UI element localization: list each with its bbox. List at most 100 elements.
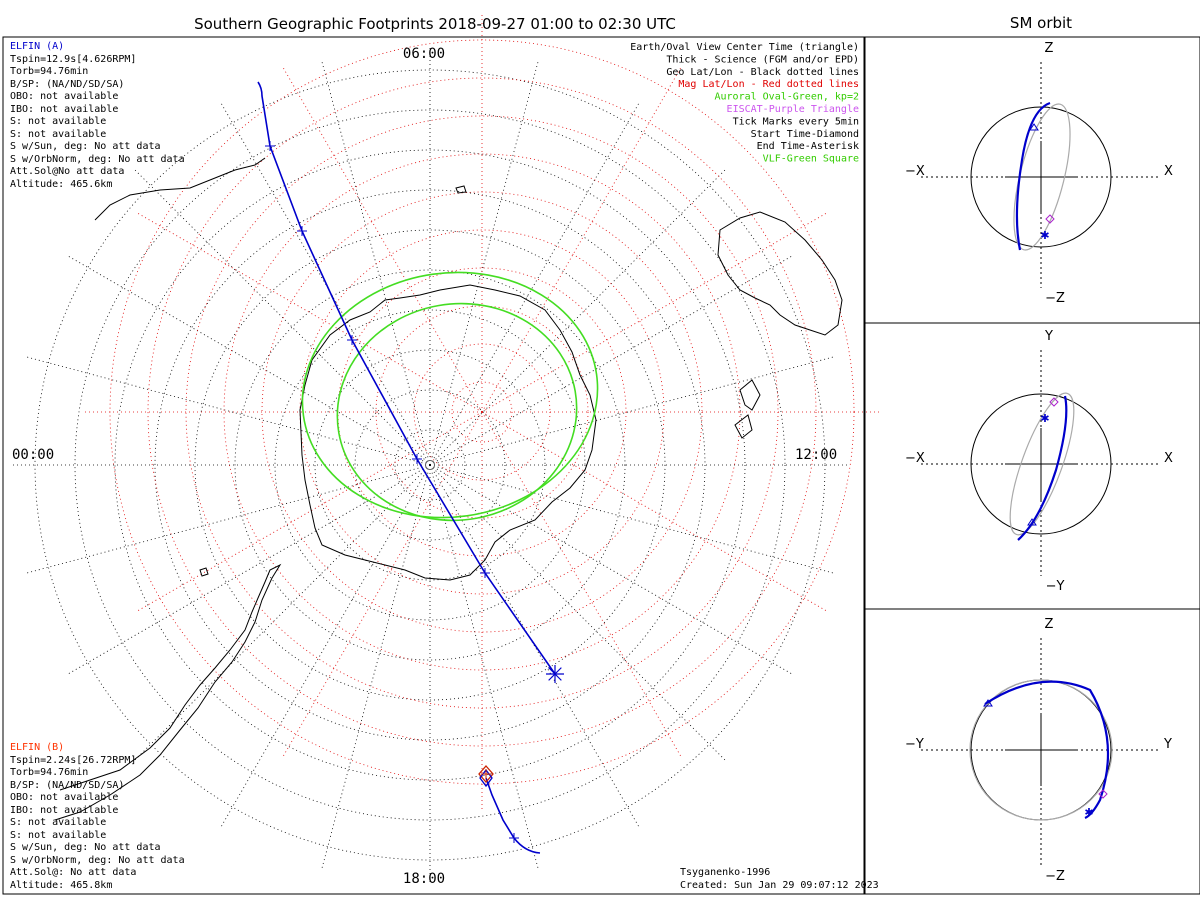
sm-axis-label-right: Y — [1163, 737, 1172, 752]
sm-view-triangle — [1029, 123, 1039, 131]
elfin-a-end-asterisk — [548, 667, 562, 681]
sm-panel-2: Y −Y −X X ✱ — [905, 329, 1173, 594]
geo-longitude-line — [24, 464, 431, 575]
sm-orbit-panels: Z −Z −X X ✱ Y −Y −X X ✱ Z −Z −Y Y ✱ — [905, 41, 1173, 884]
geo-latitude-circle — [114, 149, 746, 781]
sm-panel-frame-3 — [864, 608, 1200, 895]
geo-latitude-circle — [34, 69, 826, 861]
geo-latitude-circle — [74, 109, 786, 821]
sm-panel-frame-1 — [864, 36, 1200, 324]
elfin-b-track — [485, 777, 541, 854]
island-2 — [199, 567, 209, 577]
elfin-a-line: S: not available — [10, 129, 106, 140]
geo-longitude-line — [429, 355, 836, 466]
elfin-b-line: S: not available — [10, 830, 106, 841]
sm-axis-label-left: −X — [905, 164, 925, 179]
sm-axis-label-right: X — [1164, 164, 1173, 179]
elfin-b-line: Torb=94.76min — [10, 767, 88, 778]
sm-end-asterisk: ✱ — [1040, 412, 1049, 425]
sm-orbit-projection — [969, 679, 1113, 821]
geo-longitude-line — [429, 101, 641, 466]
elfin-a-line: Altitude: 465.6km — [10, 179, 112, 190]
mag-longitude-line — [481, 411, 683, 759]
sm-orbit-science-arc — [1015, 101, 1051, 251]
new-zealand-coastline — [734, 379, 761, 439]
africa-coastline — [94, 157, 266, 221]
elfin-a-line: Torb=94.76min — [10, 66, 88, 77]
elfin-b-line: Att.Sol@: No att data — [10, 867, 136, 878]
elfin-b-line: S w/Sun, deg: No att data — [10, 842, 161, 853]
elfin-a-line: S: not available — [10, 116, 106, 127]
sm-axis-label-bottom: −Z — [1045, 869, 1065, 884]
sm-view-triangle — [1027, 518, 1037, 526]
mag-latitude-circle — [451, 381, 513, 443]
geo-latitude-circle — [234, 269, 626, 661]
side-title: SM orbit — [1010, 14, 1072, 32]
sm-axis-label-top: Y — [1044, 329, 1053, 344]
elfin-a-track — [257, 81, 556, 675]
auroral-oval-inner — [336, 302, 578, 522]
sm-axis-label-left: −X — [905, 451, 925, 466]
model-label: Tsyganenko-1996 — [680, 867, 770, 878]
track-layer — [257, 81, 564, 854]
sm-axis-label-left: −Y — [905, 737, 924, 752]
elfin-b-line: S: not available — [10, 817, 106, 828]
elfin-a-line: S w/OrbNorm, deg: No att data — [10, 154, 185, 165]
mag-longitude-line — [481, 65, 683, 413]
geo-latitude-circle — [314, 349, 546, 581]
sm-end-asterisk: ✱ — [1084, 806, 1093, 819]
mag-longitude-line — [135, 211, 483, 413]
elfin-a-line: B/SP: (NA/ND/SD/SA) — [10, 79, 124, 90]
auroral-oval-outer — [301, 271, 599, 519]
elfin-b-line: S w/OrbNorm, deg: No att data — [10, 855, 185, 866]
auroral-oval-layer — [301, 271, 599, 522]
geo-latitude-circle — [394, 429, 466, 501]
clock-label-left: 00:00 — [12, 447, 54, 463]
sm-view-triangle — [983, 699, 993, 707]
geo-latitude-circle — [274, 309, 586, 621]
elfin-b-line: Tspin=2.24s[26.72RPM] — [10, 755, 136, 766]
created-label: Created: Sun Jan 29 09:07:12 2023 — [680, 880, 879, 891]
geo-latitude-circle — [354, 389, 506, 541]
elfin-b-start-diamond — [478, 765, 494, 783]
mag-longitude-line — [281, 411, 483, 759]
coastline-layer — [54, 157, 843, 821]
sm-orbit-science-arc — [1017, 395, 1068, 541]
elfin-a-line: IBO: not available — [10, 104, 118, 115]
grid-layer — [10, 12, 882, 885]
antarctica-coastline — [299, 284, 597, 581]
sm-orbit-projection — [1009, 392, 1075, 536]
sm-orbit-science-arc — [984, 680, 1110, 820]
elfin-b-line: IBO: not available — [10, 805, 118, 816]
sm-axis-label-top: Z — [1045, 41, 1054, 56]
mag-latitude-circle — [299, 229, 665, 595]
sm-axis-label-bottom: −Y — [1046, 579, 1065, 594]
legend-entry: EISCAT-Purple Triangle — [727, 104, 859, 115]
legend-entry: VLF-Green Square — [763, 154, 859, 165]
sm-start-diamond — [1045, 214, 1055, 224]
elfin-a-start-diamond — [479, 768, 493, 788]
sm-panel-1: Z −Z −X X ✱ — [905, 41, 1173, 306]
island-1 — [455, 185, 467, 194]
legend-entry: Mag Lat/Lon - Red dotted lines — [678, 79, 859, 90]
elfin-b-line: Altitude: 465.8km — [10, 880, 112, 891]
legend-entry: Geo Lat/Lon - Black dotted lines — [666, 67, 859, 78]
clock-label-bottom: 18:00 — [403, 871, 445, 887]
mag-longitude-line — [281, 65, 483, 413]
sm-start-diamond — [1098, 789, 1108, 799]
elfin-b-line: B/SP: (NA/ND/SD/SA) — [10, 780, 124, 791]
legend-entry: Earth/Oval View Center Time (triangle) — [630, 42, 859, 53]
elfin-a-line: S w/Sun, deg: No att data — [10, 141, 161, 152]
sm-panel-3: Z −Z −Y Y ✱ — [905, 617, 1172, 884]
legend-entry: Auroral Oval-Green, kp=2 — [715, 92, 860, 103]
legend-entry: End Time-Asterisk — [757, 141, 859, 152]
geo-longitude-line — [429, 464, 836, 575]
elfin-a-info: ELFIN (A) Tspin=12.9s[4.626RPM] Torb=94.… — [10, 41, 185, 190]
legend-entry: Tick Marks every 5min — [733, 116, 859, 127]
geo-longitude-line — [429, 59, 540, 466]
mag-longitude-line — [481, 411, 829, 613]
mag-latitude-circle — [223, 153, 741, 671]
elfin-b-info: ELFIN (B) Tspin=2.24s[26.72RPM] Torb=94.… — [10, 742, 185, 891]
sm-start-diamond — [1049, 397, 1059, 407]
